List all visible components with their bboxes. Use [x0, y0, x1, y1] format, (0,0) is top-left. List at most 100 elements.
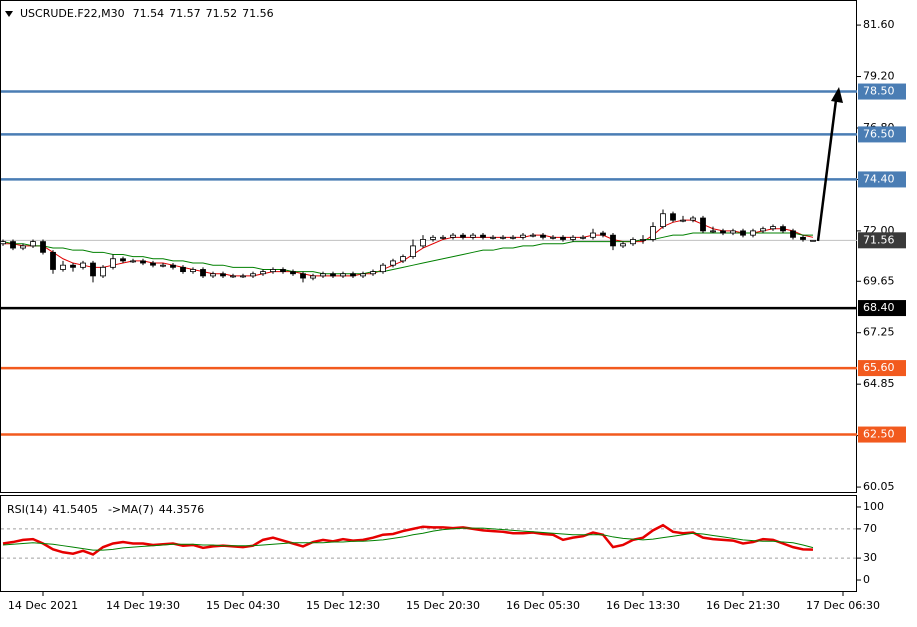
candle-body [0, 241, 6, 245]
candle-body [340, 273, 346, 277]
low: 71.52 [206, 7, 238, 20]
rsi-name: RSI(14) [7, 503, 47, 516]
symbol: USCRUDE.F22,M30 [20, 7, 125, 20]
price-label: 71.56 [863, 233, 895, 246]
x-tick-label: 16 Dec 21:30 [706, 599, 780, 612]
x-tick-label: 15 Dec 12:30 [306, 599, 380, 612]
level-label: 74.40 [863, 172, 895, 185]
candle-body [30, 241, 36, 247]
candle-body [190, 269, 196, 273]
level-label: 62.50 [863, 428, 895, 441]
candle-body [290, 271, 296, 275]
candle-body [720, 230, 726, 234]
candle-body [70, 264, 76, 268]
level-tag [858, 126, 906, 143]
candle-body [40, 241, 46, 253]
candle-body [540, 234, 546, 238]
candle-body [640, 239, 646, 241]
price-panel [0, 0, 857, 493]
candle-body [20, 245, 26, 249]
candle-body [760, 228, 766, 232]
candle-body [630, 239, 636, 245]
candle-body [770, 226, 776, 230]
candle-body [60, 264, 66, 270]
forecast-arrow [816, 99, 838, 242]
candle-body [140, 260, 146, 264]
candle-body [450, 234, 456, 238]
x-tick-label: 16 Dec 13:30 [606, 599, 680, 612]
price-header: USCRUDE.F22,M30 71.54 71.57 71.52 71.56 [20, 7, 274, 20]
candle-body [320, 273, 326, 277]
candle-body [210, 273, 216, 277]
level-tag [858, 360, 906, 377]
y-tick-label: 81.60 [863, 18, 895, 31]
candle-body [570, 236, 576, 240]
y-tick-label: 79.20 [863, 70, 895, 83]
candle-body [440, 236, 446, 239]
x-tick-label: 16 Dec 05:30 [506, 599, 580, 612]
rsi-ma-line [2, 527, 814, 551]
candle-body [410, 245, 416, 258]
candle-body [510, 236, 516, 239]
rsi-line [2, 523, 814, 556]
candle-body [780, 226, 786, 232]
candle-body [330, 273, 336, 277]
high: 71.57 [169, 7, 201, 20]
candle-body [620, 243, 626, 247]
candle-body [100, 266, 106, 277]
level-tag [858, 171, 906, 188]
candle-body [430, 236, 436, 240]
level-label: 65.60 [863, 361, 895, 374]
candle-body [560, 236, 566, 240]
candle-body [420, 239, 426, 247]
candle-body [500, 236, 506, 239]
candle-body [380, 264, 386, 273]
candle-body [250, 273, 256, 277]
candle-body [160, 264, 166, 267]
candle-body [670, 213, 676, 221]
candle-body [740, 230, 746, 236]
candle-body [10, 241, 16, 249]
candle-body [130, 260, 136, 263]
candle-body [200, 269, 206, 277]
rsi-value: 41.5405 [52, 503, 98, 516]
candle-body [750, 230, 756, 236]
candle-body [460, 234, 466, 238]
candle-body [280, 269, 286, 273]
candle-body [690, 217, 696, 221]
y-tick-label: 70 [863, 522, 877, 535]
candle-body [400, 256, 406, 262]
candle-body [90, 262, 96, 277]
y-tick-label: 30 [863, 551, 877, 564]
candle-body [360, 273, 366, 277]
candle-body [300, 273, 306, 279]
candle-body [240, 275, 246, 278]
candle-body [790, 230, 796, 238]
open: 71.54 [133, 7, 165, 20]
candle-body [260, 271, 266, 275]
candle-body [220, 273, 226, 277]
y-tick-label: 0 [863, 573, 870, 586]
candle-body [370, 271, 376, 275]
candle-body [470, 234, 476, 238]
x-tick-label: 14 Dec 2021 [8, 599, 78, 612]
candle-body [270, 269, 276, 273]
candle-body [810, 239, 816, 242]
y-tick-label: 67.25 [863, 326, 895, 339]
candle-body [520, 234, 526, 238]
candle-body [800, 236, 806, 240]
candle-body [490, 236, 496, 239]
price-tag [858, 232, 906, 249]
candle-body [600, 232, 606, 236]
x-tick-label: 17 Dec 06:30 [806, 599, 880, 612]
candle-body [180, 266, 186, 273]
candle-body [700, 217, 706, 232]
level-tag [858, 300, 906, 317]
candle-body [650, 226, 656, 240]
level-label: 68.40 [863, 301, 895, 314]
x-tick-label: 15 Dec 04:30 [206, 599, 280, 612]
candle-body [310, 275, 316, 279]
candle-body [120, 258, 126, 262]
